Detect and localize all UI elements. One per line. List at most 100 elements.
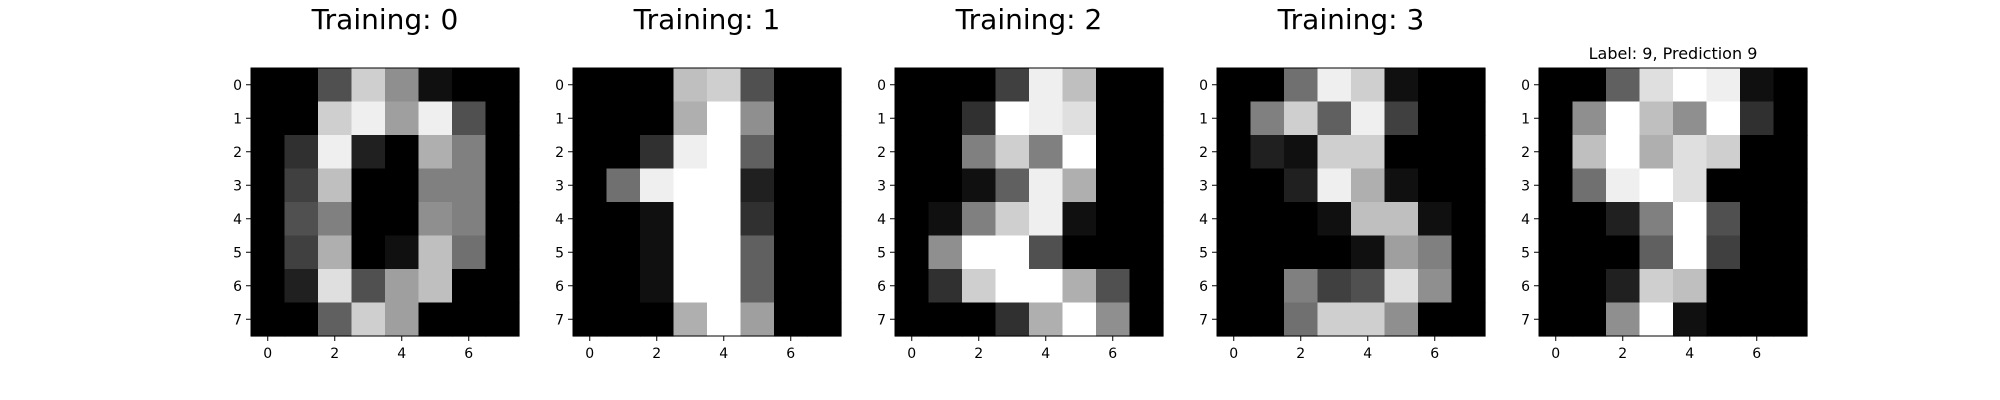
pixel-cell <box>895 135 930 170</box>
digit-panel: Training: 3 0 1 2 3 4 5 6 7 0 2 4 6 <box>1199 3 1486 362</box>
pixel-cell <box>673 168 708 203</box>
pixel-cell <box>385 135 420 170</box>
pixel-cell <box>418 168 453 203</box>
pixel-cell <box>1572 235 1607 270</box>
y-tick-label: 7 <box>555 312 564 328</box>
pixel-cell <box>1217 235 1252 270</box>
pixel-cell <box>962 168 997 203</box>
y-tick-label: 3 <box>555 178 564 194</box>
y-tick-label: 1 <box>555 111 564 127</box>
pixel-cell <box>1740 302 1775 337</box>
pixel-cell <box>1129 302 1164 337</box>
pixel-cell <box>1351 302 1386 337</box>
y-tick-label: 2 <box>877 145 886 161</box>
pixel-cell <box>284 235 319 270</box>
pixel-cell <box>418 101 453 136</box>
pixel-cell <box>351 302 386 337</box>
pixel-cell <box>1284 269 1319 304</box>
pixel-cell <box>1284 101 1319 136</box>
pixel-cell <box>1706 269 1741 304</box>
y-tick-label: 5 <box>233 245 242 261</box>
pixel-cell <box>485 168 520 203</box>
y-tick-label: 6 <box>1521 279 1530 295</box>
x-tick-label: 2 <box>330 346 339 362</box>
pixel-cell <box>707 269 742 304</box>
pixel-cell <box>673 269 708 304</box>
pixel-cell <box>1539 168 1574 203</box>
pixel-cell <box>1740 135 1775 170</box>
pixel-cell <box>1096 202 1131 237</box>
pixel-cell <box>1351 135 1386 170</box>
pixel-cell <box>1250 68 1285 103</box>
pixel-cell <box>606 168 641 203</box>
pixel-cell <box>928 202 963 237</box>
pixel-cell <box>318 68 353 103</box>
pixel-cell <box>928 68 963 103</box>
pixel-cell <box>1062 135 1097 170</box>
pixel-cell <box>1029 202 1064 237</box>
pixel-cell <box>1606 202 1641 237</box>
pixel-cell <box>1673 101 1708 136</box>
pixel-cell <box>606 235 641 270</box>
pixel-cell <box>995 101 1030 136</box>
y-tick-label: 2 <box>555 145 564 161</box>
pixel-cell <box>606 269 641 304</box>
x-tick-label: 2 <box>1296 346 1305 362</box>
pixel-cell <box>1418 68 1453 103</box>
pixel-cell <box>1217 168 1252 203</box>
pixel-cell <box>774 101 809 136</box>
pixel-cell <box>1284 302 1319 337</box>
pixel-cell <box>740 68 775 103</box>
pixel-cell <box>1029 168 1064 203</box>
pixel-cell <box>1773 302 1808 337</box>
pixel-cell <box>1572 269 1607 304</box>
pixel-cell <box>1351 101 1386 136</box>
pixel-cell <box>485 101 520 136</box>
x-tick-label: 2 <box>1618 346 1627 362</box>
pixel-cell <box>1639 235 1674 270</box>
pixel-cell <box>318 101 353 136</box>
pixel-cell <box>707 101 742 136</box>
y-tick-label: 1 <box>233 111 242 127</box>
pixel-cell <box>606 302 641 337</box>
pixel-cell <box>284 135 319 170</box>
pixel-cell <box>1673 168 1708 203</box>
pixel-cell <box>251 101 286 136</box>
pixel-cell <box>1773 135 1808 170</box>
pixel-cell <box>1062 235 1097 270</box>
pixel-cell <box>1773 235 1808 270</box>
pixel-cell <box>573 269 608 304</box>
pixel-cell <box>1706 101 1741 136</box>
pixel-cell <box>485 235 520 270</box>
x-tick-label: 4 <box>1685 346 1694 362</box>
pixel-cell <box>928 135 963 170</box>
y-tick-label: 6 <box>1199 279 1208 295</box>
pixel-cell <box>251 202 286 237</box>
pixel-cell <box>452 302 487 337</box>
pixel-cell <box>1572 202 1607 237</box>
pixel-cell <box>673 302 708 337</box>
pixel-cell <box>1418 168 1453 203</box>
pixel-cell <box>573 68 608 103</box>
pixel-cell <box>807 235 842 270</box>
pixel-cell <box>1606 101 1641 136</box>
pixel-cell <box>452 235 487 270</box>
pixel-cell <box>1451 235 1486 270</box>
pixel-cell <box>284 202 319 237</box>
pixel-cell <box>485 135 520 170</box>
pixel-cell <box>1217 68 1252 103</box>
x-tick-label: 6 <box>1108 346 1117 362</box>
pixel-cell <box>774 269 809 304</box>
pixel-cell <box>284 101 319 136</box>
pixel-cell <box>1740 235 1775 270</box>
y-tick-label: 2 <box>1199 145 1208 161</box>
pixel-cell <box>1250 202 1285 237</box>
y-tick-label: 5 <box>1199 245 1208 261</box>
pixel-cell <box>1539 202 1574 237</box>
pixel-cell <box>1418 135 1453 170</box>
pixel-cell <box>606 135 641 170</box>
pixel-cell <box>995 135 1030 170</box>
pixel-cell <box>1740 68 1775 103</box>
x-tick-label: 0 <box>1229 346 1238 362</box>
